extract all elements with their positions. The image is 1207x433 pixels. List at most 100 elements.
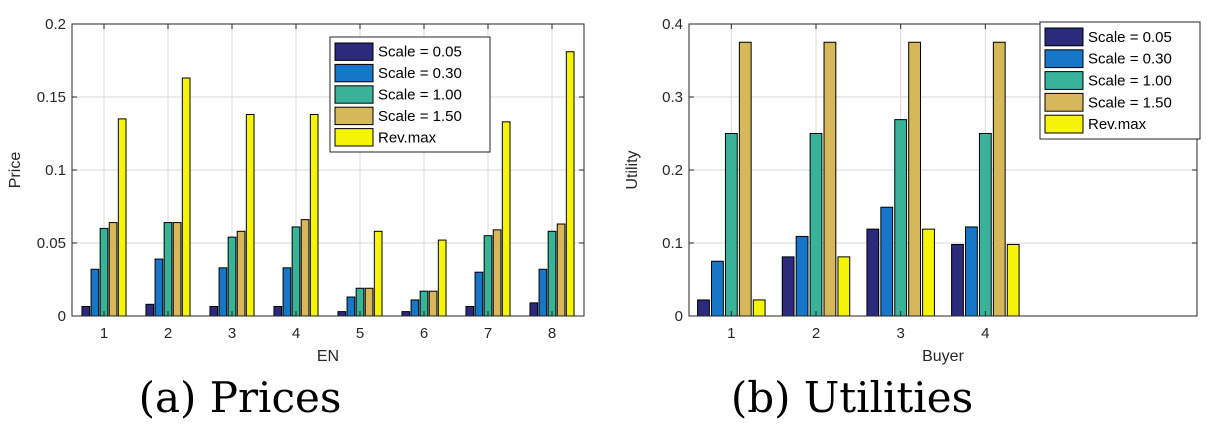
prices-bar — [154, 258, 164, 317]
caption-prices: (a) Prices — [139, 373, 342, 422]
utilities-bar — [951, 243, 964, 317]
prices-bar — [81, 306, 91, 317]
utilities-bar — [809, 133, 823, 317]
prices-bar — [556, 223, 566, 317]
utilities-bar — [965, 226, 978, 317]
utilities-xlabel: Buyer — [922, 348, 964, 365]
utilities-legend-swatch — [1044, 27, 1084, 47]
utilities-ytick-label: 0.2 — [662, 162, 683, 179]
prices-legend-label: Scale = 1.00 — [378, 87, 462, 104]
prices-legend-swatch — [334, 106, 374, 126]
prices-bar — [236, 230, 246, 317]
prices-ytick-label: 0.2 — [45, 16, 66, 33]
prices-xtick-label: 5 — [356, 325, 364, 342]
prices-bar — [529, 302, 539, 317]
utilities-bar — [894, 119, 908, 317]
prices-bar — [501, 121, 511, 317]
prices-legend: Scale = 0.05 Scale = 0.30 Scale = 1.00 Scal… — [329, 36, 491, 153]
prices-bar — [410, 299, 420, 317]
utilities-bar — [823, 41, 837, 317]
prices-bar — [538, 268, 548, 317]
prices-legend-swatch — [334, 42, 374, 61]
prices-ylabel: Price — [7, 152, 24, 189]
utilities-ylabel: Utility — [624, 150, 641, 189]
prices-bar — [309, 114, 319, 317]
utilities-ytick-label: 0.1 — [662, 235, 683, 252]
prices-legend-label: Scale = 0.30 — [378, 65, 462, 82]
prices-bar — [428, 290, 438, 317]
prices-xlabel: EN — [317, 348, 339, 365]
prices-xtick-label: 4 — [292, 325, 300, 342]
prices-bar — [282, 267, 292, 317]
prices-legend-swatch — [334, 85, 374, 104]
prices-bar — [337, 311, 347, 317]
prices-bar — [90, 268, 100, 317]
utilities-legend-label: Scale = 0.05 — [1088, 29, 1172, 46]
utilities-bar — [992, 41, 1006, 317]
prices-bar — [209, 306, 219, 317]
prices-bar — [565, 51, 575, 317]
prices-ytick-label: 0.15 — [37, 89, 66, 106]
prices-bar — [172, 222, 182, 317]
prices-bar — [474, 271, 484, 317]
prices-bar — [401, 311, 411, 317]
prices-xtick-label: 3 — [228, 325, 236, 342]
prices-ytick-label: 0.05 — [37, 235, 66, 252]
prices-xtick-label: 6 — [420, 325, 428, 342]
prices-ytick-label: 0.1 — [45, 162, 66, 179]
prices-bar — [227, 236, 237, 317]
prices-bar — [300, 219, 310, 317]
utilities-bar — [880, 206, 894, 317]
utilities-bar — [752, 299, 766, 317]
prices-xtick-label: 2 — [164, 325, 172, 342]
prices-bar — [245, 114, 255, 317]
utilities-bar — [697, 299, 710, 317]
prices-bar — [145, 303, 155, 317]
prices-bar — [218, 267, 228, 317]
prices-bar — [291, 226, 301, 317]
prices-bar — [492, 229, 502, 317]
utilities-legend-label: Scale = 0.30 — [1088, 51, 1172, 68]
prices-bar — [364, 287, 374, 317]
prices-bar — [273, 306, 283, 317]
chart-utilities: 0 0.1 0.2 0.3 0.4 1 2 3 4 Buyer Utility Scale = 0.0… — [624, 16, 1201, 365]
utilities-bar — [724, 133, 738, 317]
prices-legend-swatch — [334, 128, 374, 147]
utilities-bar — [781, 256, 795, 317]
prices-bar — [117, 118, 127, 317]
utilities-bar — [866, 228, 880, 317]
utilities-xtick-label: 2 — [812, 325, 820, 342]
prices-bar — [547, 230, 557, 317]
utilities-ytick-label: 0.4 — [662, 16, 683, 33]
prices-xtick-label: 1 — [100, 325, 108, 342]
utilities-legend-swatch — [1044, 71, 1084, 90]
utilities-xtick-label: 4 — [981, 325, 989, 342]
utilities-bar — [1006, 243, 1020, 317]
utilities-bar — [922, 228, 935, 317]
utilities-ytick-label: 0.3 — [662, 89, 683, 106]
utilities-bar — [738, 41, 752, 317]
prices-bar — [346, 296, 356, 317]
prices-legend-swatch — [334, 63, 374, 83]
utilities-legend-label: Scale = 1.00 — [1088, 73, 1172, 90]
utilities-xtick-label: 1 — [727, 325, 735, 342]
utilities-legend-label: Rev.max — [1088, 116, 1147, 133]
prices-bar — [163, 222, 173, 317]
prices-legend-label: Scale = 1.50 — [378, 108, 462, 125]
prices-bar — [181, 77, 191, 317]
utilities-bar — [978, 133, 992, 317]
caption-utilities: (b) Utilities — [731, 373, 973, 422]
utilities-legend-swatch — [1044, 92, 1084, 112]
prices-legend-label: Scale = 0.05 — [378, 44, 462, 61]
prices-bar — [108, 222, 118, 317]
prices-bar — [373, 230, 383, 317]
prices-bar — [437, 239, 447, 317]
prices-ytick-label: 0 — [58, 308, 66, 325]
utilities-xtick-label: 3 — [896, 325, 904, 342]
utilities-bar — [908, 41, 921, 317]
prices-xtick-label: 7 — [484, 325, 492, 342]
utilities-legend-label: Scale = 1.50 — [1088, 94, 1172, 111]
utilities-bar — [837, 256, 851, 317]
prices-bar — [465, 306, 475, 317]
utilities-bar — [795, 235, 809, 317]
